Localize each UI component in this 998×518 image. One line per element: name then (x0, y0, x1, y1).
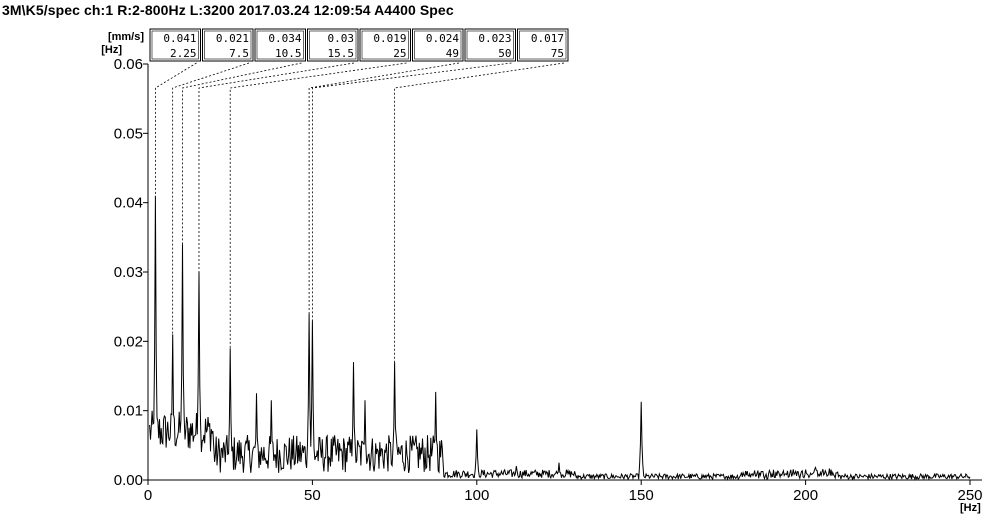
peak-box (517, 28, 569, 62)
tick-labels: 0.00 0.01 0.02 0.03 0.04 0.05 0.06 0 50 100 150 200… (114, 56, 983, 514)
peak-box-inner (204, 30, 252, 60)
peak-box (307, 28, 359, 62)
x-tick-label: 200 (793, 487, 818, 504)
peak-freq: 7.5 (229, 47, 249, 60)
peak-leader-lines (154, 62, 565, 363)
x-tick-label: 150 (629, 487, 654, 504)
peak-freq: 2.25 (170, 47, 197, 60)
peak-box-inner (309, 30, 357, 60)
x-tick-label: 250 (957, 487, 982, 504)
peak-leader (182, 62, 302, 245)
peak-box-inner (466, 30, 514, 60)
peak-leader (394, 62, 565, 363)
peak-freq: 15.5 (328, 47, 355, 60)
x-tick-label: 0 (144, 487, 152, 504)
peak-amp: 0.021 (216, 32, 249, 45)
peak-amp: 0.023 (478, 32, 511, 45)
y-tick-label: 0.05 (114, 125, 143, 142)
peak-leader (308, 62, 460, 314)
peak-amp: 0.041 (163, 32, 196, 45)
peak-box (464, 28, 516, 62)
x-axis-label: [Hz] (960, 502, 981, 514)
peak-box (254, 28, 306, 62)
peak-freq: 75 (551, 47, 564, 60)
peak-box (202, 28, 254, 62)
peak-freq: 50 (498, 47, 511, 60)
y-tick-label: 0.03 (114, 264, 143, 281)
peak-amp: 0.024 (426, 32, 459, 45)
peak-freq: 49 (446, 47, 459, 60)
peak-box-inner (519, 30, 567, 60)
x-tick-label: 100 (464, 487, 489, 504)
y-tick-label: 0.01 (114, 403, 143, 420)
amp-unit-label: [mm/s] (108, 31, 144, 43)
peak-box-inner (414, 30, 462, 60)
peak-amp: 0.034 (268, 32, 301, 45)
freq-unit-label: [Hz] (101, 44, 122, 56)
peak-leader (229, 62, 407, 349)
peak-table: [mm/s][Hz] 0.041 2.25 0.021 7.5 0.034 10.5 0.03… (101, 28, 569, 62)
y-tick-label: 0.04 (114, 195, 143, 212)
peak-box (412, 28, 464, 62)
peak-leader (198, 62, 355, 272)
peak-leader (172, 62, 250, 335)
chart-axes (147, 64, 982, 481)
peak-box (149, 28, 201, 62)
spectrum-line (149, 195, 971, 481)
peak-box-inner (256, 30, 304, 60)
peak-box-inner (361, 30, 409, 60)
peak-amp: 0.017 (531, 32, 564, 45)
peak-freq: 25 (393, 47, 406, 60)
peak-amp: 0.019 (373, 32, 406, 45)
y-tick-label: 0.00 (114, 472, 143, 489)
chart-title: 3M\K5/spec ch:1 R:2-800Hz L:3200 2017.03… (2, 2, 454, 18)
peak-amp: 0.03 (328, 32, 355, 45)
x-tick-label: 50 (304, 487, 321, 504)
peak-leader (154, 62, 197, 196)
y-tick-label: 0.06 (114, 56, 143, 73)
peak-box-inner (151, 30, 199, 60)
y-tick-label: 0.02 (114, 333, 143, 350)
peak-freq: 10.5 (275, 47, 302, 60)
peak-box (359, 28, 411, 62)
peak-leader (311, 62, 512, 321)
